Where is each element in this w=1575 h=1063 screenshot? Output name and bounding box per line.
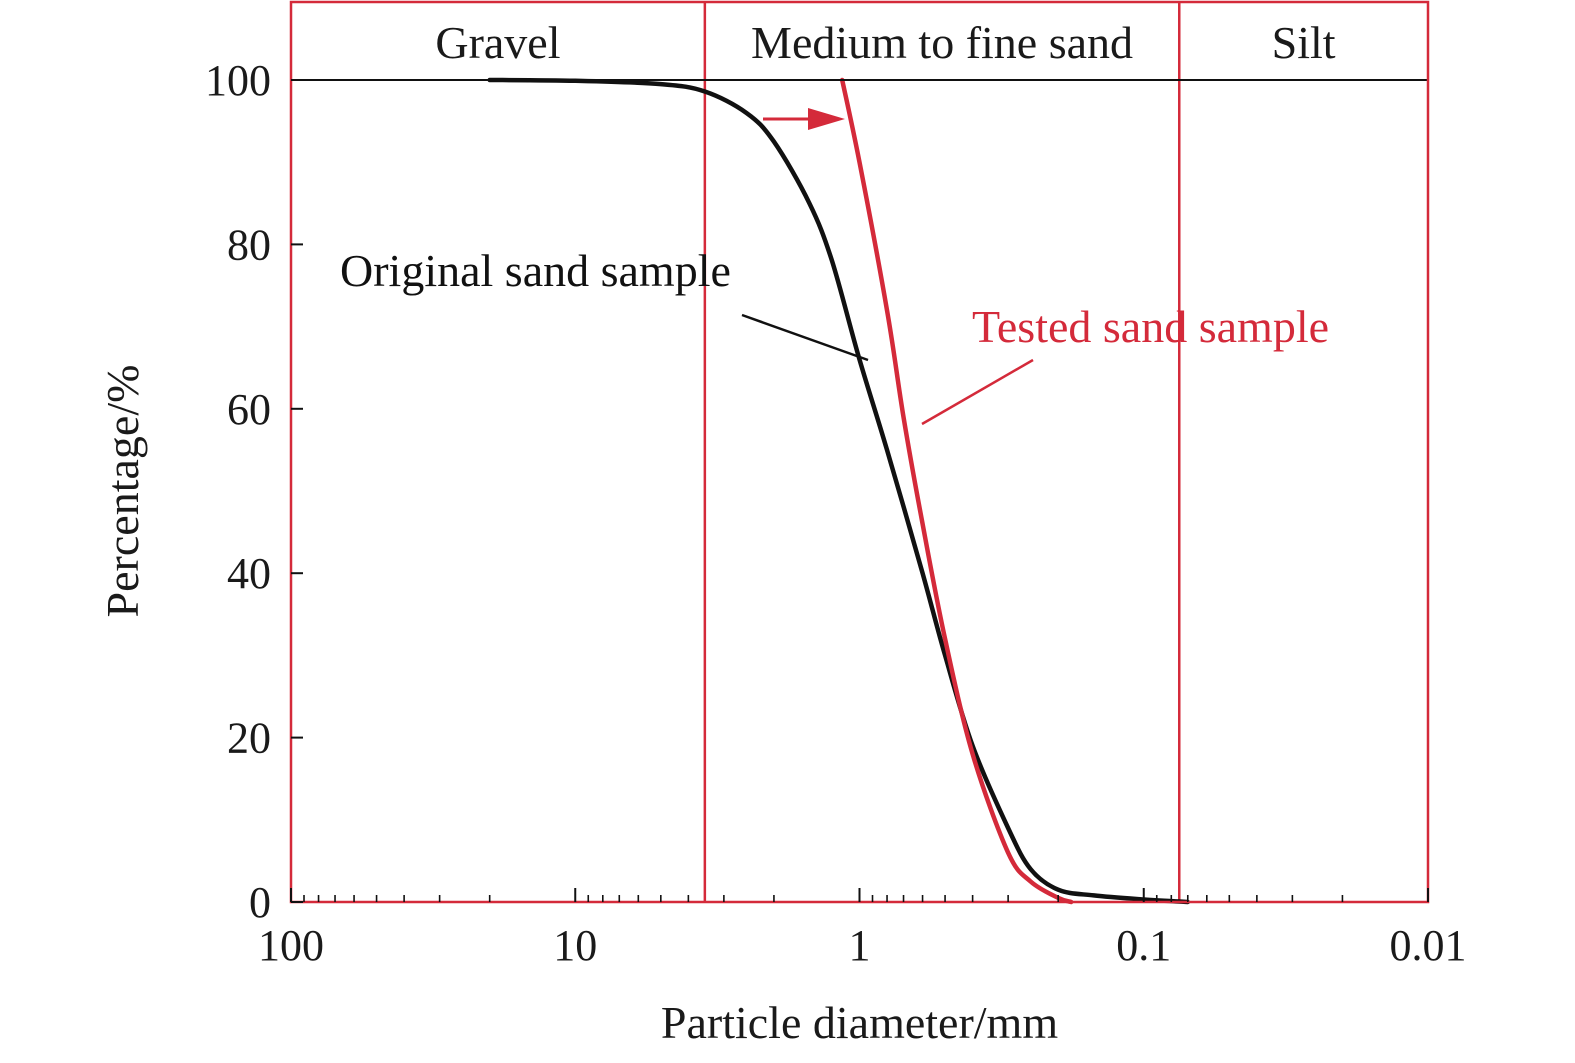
x-axis-title: Particle diameter/mm	[661, 997, 1058, 1048]
x-tick-label-4: 0.01	[1390, 921, 1467, 970]
zone-boundaries	[703, 2, 1181, 902]
zone-label-1: Gravel	[435, 17, 560, 68]
annotations	[741, 108, 1034, 426]
y-tick-label-3: 60	[227, 385, 271, 434]
x-tick-label-0: 100	[258, 921, 324, 970]
series-line-1	[487, 77, 1191, 905]
leader-line-tested	[921, 358, 1034, 426]
series-line-2	[839, 77, 1074, 905]
zone-label-2: Medium to fine sand	[751, 17, 1133, 68]
leader-line-original	[741, 313, 869, 362]
y-tick-label-2: 40	[227, 549, 271, 598]
y-axis-title: Percentage/%	[97, 365, 148, 618]
y-tick-label-5: 100	[205, 56, 271, 105]
series-label-original: Original sand sample	[340, 245, 731, 296]
zone-label-3: Silt	[1272, 17, 1336, 68]
text-labels: Gravel Medium to fine sand Silt02040608010…	[97, 17, 1467, 1048]
x-tick-label-2: 1	[849, 921, 871, 970]
plot-frame	[289, 0, 1430, 904]
x-tick-label-1: 10	[553, 921, 597, 970]
y-tick-label-4: 80	[227, 220, 271, 269]
axes	[289, 0, 1430, 904]
series-label-tested: Tested sand sample	[972, 301, 1329, 352]
x-tick-label-3: 0.1	[1116, 921, 1171, 970]
shift-arrow-head	[808, 108, 845, 130]
y-tick-label-0: 0	[249, 878, 271, 927]
series-curves	[487, 77, 1191, 905]
y-tick-label-1: 20	[227, 714, 271, 763]
